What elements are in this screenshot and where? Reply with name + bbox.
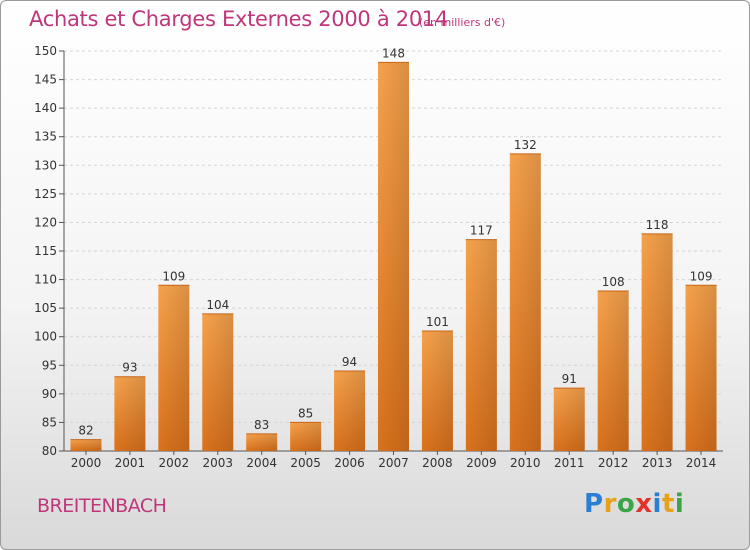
logo-letter: i <box>652 489 662 519</box>
logo-letter: x <box>635 489 653 519</box>
y-tick-label: 125 <box>34 187 57 201</box>
value-label: 85 <box>298 406 313 420</box>
y-tick-label: 100 <box>34 330 57 344</box>
logo-letter: t <box>661 489 675 519</box>
logo-letter: o <box>616 489 636 519</box>
bar-shade <box>290 422 322 451</box>
value-label: 94 <box>342 355 357 369</box>
value-label: 118 <box>646 218 669 232</box>
value-label: 117 <box>470 224 493 238</box>
x-tick-label: 2006 <box>334 456 365 470</box>
x-tick-label: 2013 <box>642 456 673 470</box>
x-tick-label: 2005 <box>290 456 321 470</box>
logo-letter: r <box>603 489 617 519</box>
bars <box>70 61 717 452</box>
bar-shade <box>158 285 190 451</box>
bar-shade <box>509 153 541 451</box>
bar-shade <box>378 62 409 452</box>
x-tick-label: 2014 <box>686 456 717 470</box>
bar-shade <box>597 291 629 451</box>
y-tick-label: 95 <box>42 358 57 372</box>
labels: 80 85 90 95 100 105 110 115 120 125 130 135 140 145 15… <box>34 44 716 470</box>
bar-shade <box>553 388 585 451</box>
value-label: 91 <box>562 372 577 386</box>
y-tick-label: 140 <box>34 101 57 115</box>
logo-letter: i <box>674 489 685 519</box>
y-tick-label: 110 <box>34 273 57 287</box>
bar-shade <box>641 233 673 451</box>
place-name: BREITENBACH <box>37 495 167 517</box>
x-tick-label: 2012 <box>598 456 629 470</box>
x-tick-label: 2001 <box>115 456 146 470</box>
y-tick-label: 135 <box>34 130 57 144</box>
value-label: 108 <box>602 275 625 289</box>
x-tick-label: 2011 <box>554 456 585 470</box>
chart-title: Achats et Charges Externes 2000 à 2014 <box>29 7 449 31</box>
y-tick-label: 85 <box>42 415 57 429</box>
x-tick-label: 2003 <box>202 456 233 470</box>
logo-letter: P <box>584 489 604 519</box>
value-label: 148 <box>382 46 405 60</box>
value-label: 93 <box>122 361 137 375</box>
bar-shade <box>465 239 497 451</box>
y-tick-label: 115 <box>34 244 57 258</box>
bar-shade <box>246 433 278 451</box>
y-tick-label: 80 <box>42 444 57 458</box>
bar-shade <box>421 331 453 451</box>
value-label: 104 <box>206 298 229 312</box>
value-label: 132 <box>514 138 537 152</box>
x-tick-label: 2010 <box>510 456 541 470</box>
y-tick-label: 145 <box>34 73 57 87</box>
y-tick-label: 90 <box>42 387 57 401</box>
x-tick-label: 2008 <box>422 456 453 470</box>
proxiti-logo[interactable]: Proxiti <box>584 489 684 519</box>
x-tick-label: 2004 <box>246 456 277 470</box>
value-label: 109 <box>690 269 713 283</box>
x-tick-label: 2002 <box>159 456 190 470</box>
bar-shade <box>202 313 234 451</box>
x-tick-label: 2000 <box>71 456 102 470</box>
y-tick-label: 120 <box>34 215 57 229</box>
value-label: 109 <box>162 269 185 283</box>
value-label: 83 <box>254 418 269 432</box>
bar-shade <box>685 285 717 451</box>
chart-unit: (en milliers d'€) <box>419 16 506 29</box>
x-tick-label: 2007 <box>378 456 409 470</box>
bar-shade <box>334 371 366 451</box>
value-label: 82 <box>78 424 93 438</box>
y-tick-label: 130 <box>34 158 57 172</box>
x-tick-label: 2009 <box>466 456 497 470</box>
y-tick-label: 150 <box>34 44 57 58</box>
y-tick-label: 105 <box>34 301 57 315</box>
bar-shade <box>70 439 102 451</box>
value-label: 101 <box>426 315 449 329</box>
bar-shade <box>114 376 146 451</box>
